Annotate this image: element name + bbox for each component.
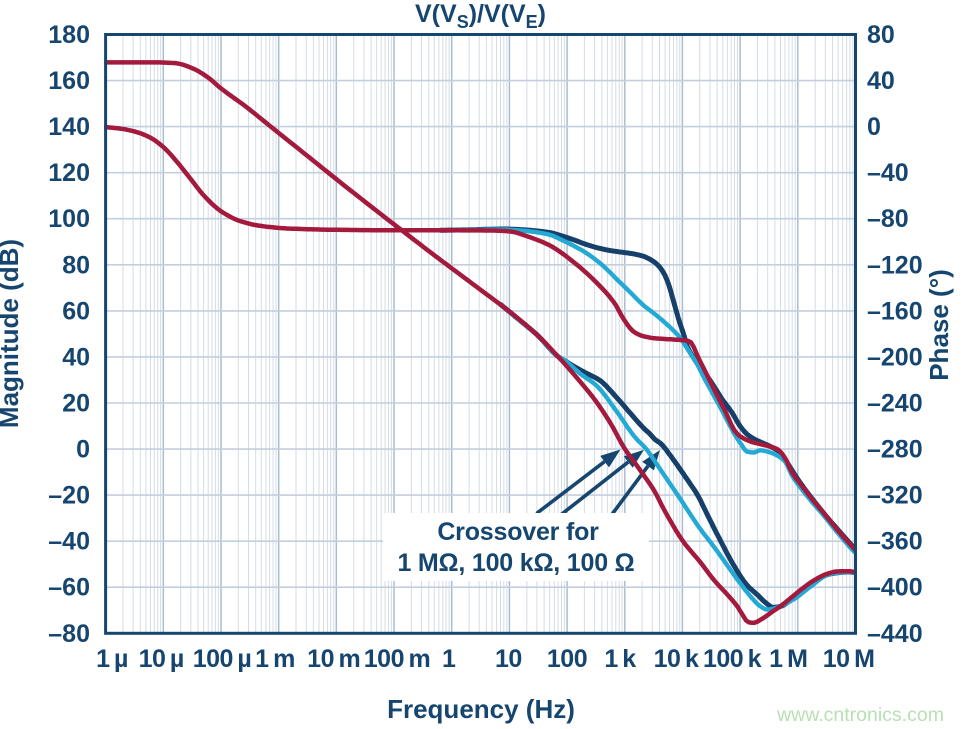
svg-text:–80: –80	[867, 205, 909, 233]
svg-text:40: 40	[62, 343, 90, 371]
svg-text:160: 160	[48, 67, 90, 95]
svg-text:10 µ: 10 µ	[139, 645, 184, 673]
svg-text:100 k: 100 k	[703, 645, 762, 673]
svg-text:0: 0	[867, 113, 881, 141]
svg-text:Magnitude (dB): Magnitude (dB)	[0, 239, 24, 428]
svg-text:www.cntronics.com: www.cntronics.com	[776, 704, 944, 726]
svg-text:80: 80	[867, 21, 895, 49]
svg-text:80: 80	[62, 251, 90, 279]
svg-text:V(VS)/V(VE): V(VS)/V(VE)	[415, 0, 546, 32]
svg-text:1 M: 1 M	[769, 645, 807, 673]
svg-text:1 k: 1 k	[604, 645, 636, 673]
svg-text:–40: –40	[867, 159, 909, 187]
svg-text:–320: –320	[867, 482, 923, 510]
svg-text:–360: –360	[867, 528, 923, 556]
svg-text:–400: –400	[867, 574, 923, 602]
svg-text:120: 120	[48, 159, 90, 187]
svg-text:0: 0	[76, 436, 90, 464]
svg-text:1 m: 1 m	[255, 645, 295, 673]
svg-text:60: 60	[62, 297, 90, 325]
svg-text:–440: –440	[867, 620, 923, 648]
svg-text:–240: –240	[867, 390, 923, 418]
svg-text:1 MΩ, 100 kΩ, 100 Ω: 1 MΩ, 100 kΩ, 100 Ω	[397, 549, 634, 577]
svg-text:180: 180	[48, 21, 90, 49]
svg-text:10 M: 10 M	[823, 645, 875, 673]
svg-text:1: 1	[442, 645, 456, 673]
svg-text:–160: –160	[867, 297, 923, 325]
svg-text:Crossover for: Crossover for	[437, 518, 599, 546]
svg-text:–60: –60	[48, 574, 90, 602]
svg-text:100 µ: 100 µ	[193, 645, 252, 673]
svg-text:10 m: 10 m	[307, 645, 360, 673]
svg-text:140: 140	[48, 113, 90, 141]
svg-text:–20: –20	[48, 482, 90, 510]
svg-text:–40: –40	[48, 528, 90, 556]
svg-text:–80: –80	[48, 620, 90, 648]
svg-text:40: 40	[867, 67, 895, 95]
svg-text:1 µ: 1 µ	[96, 645, 128, 673]
svg-text:–200: –200	[867, 343, 923, 371]
svg-text:10 k: 10 k	[654, 645, 699, 673]
svg-text:Phase (°): Phase (°)	[924, 269, 954, 381]
svg-text:Frequency (Hz): Frequency (Hz)	[387, 694, 575, 724]
svg-text:10: 10	[495, 645, 522, 673]
svg-text:–120: –120	[867, 251, 923, 279]
svg-text:–280: –280	[867, 436, 923, 464]
svg-text:100: 100	[48, 205, 90, 233]
svg-text:100 m: 100 m	[364, 645, 430, 673]
svg-text:20: 20	[62, 390, 90, 418]
svg-text:100: 100	[547, 645, 587, 673]
